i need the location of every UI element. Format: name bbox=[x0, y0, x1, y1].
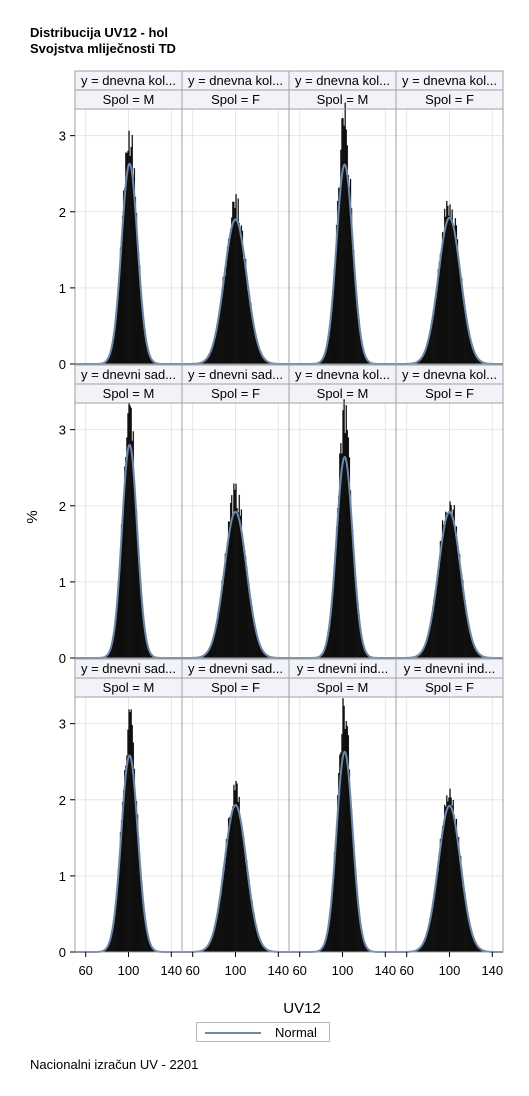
histogram-bars bbox=[411, 501, 489, 659]
x-axis-label: UV12 bbox=[283, 1000, 321, 1017]
histogram-bars bbox=[411, 788, 488, 953]
panel-y-label: y = dnevna kol... bbox=[402, 73, 497, 88]
x-tick-label: 140 bbox=[481, 963, 503, 978]
y-tick-label: 1 bbox=[59, 575, 66, 590]
legend: Normal bbox=[196, 1022, 330, 1042]
histogram-bars bbox=[315, 102, 373, 365]
y-tick-label: 0 bbox=[59, 651, 66, 666]
panel-y-label: y = dnevna kol... bbox=[295, 73, 390, 88]
x-tick-label: 100 bbox=[118, 963, 140, 978]
legend-normal-label: Normal bbox=[275, 1025, 317, 1040]
histogram-bars bbox=[102, 402, 157, 659]
panel-spol-label: Spol = M bbox=[103, 680, 155, 695]
panel-spol-label: Spol = F bbox=[425, 92, 474, 107]
panel-frame bbox=[395, 108, 504, 365]
y-axis-label: % bbox=[24, 510, 41, 523]
footnote: Nacionalni izračun UV - 2201 bbox=[30, 1057, 199, 1072]
panel-spol-label: Spol = F bbox=[425, 680, 474, 695]
panel-spol-label: Spol = F bbox=[211, 680, 260, 695]
y-tick-label: 0 bbox=[59, 357, 66, 372]
x-tick-label: 60 bbox=[78, 963, 92, 978]
x-tick-label: 60 bbox=[399, 963, 413, 978]
panel-frame bbox=[395, 402, 504, 659]
x-tick-label: 100 bbox=[439, 963, 461, 978]
panel-0-1 bbox=[182, 194, 289, 365]
y-tick-label: 1 bbox=[59, 869, 66, 884]
x-tick-label: 60 bbox=[292, 963, 306, 978]
x-tick-label: 100 bbox=[332, 963, 354, 978]
panel-2-1 bbox=[182, 780, 289, 953]
panel-y-label: y = dnevna kol... bbox=[295, 367, 390, 382]
panel-1-1 bbox=[182, 483, 289, 659]
panel-y-label: y = dnevni sad... bbox=[188, 661, 283, 676]
x-tick-label: 60 bbox=[185, 963, 199, 978]
histogram-bars bbox=[316, 399, 373, 659]
panel-y-label: y = dnevni ind... bbox=[297, 661, 388, 676]
panel-y-label: y = dnevni sad... bbox=[81, 661, 176, 676]
y-tick-label: 2 bbox=[59, 499, 66, 514]
x-tick-label: 140 bbox=[267, 963, 289, 978]
panel-y-label: y = dnevni sad... bbox=[188, 367, 283, 382]
panel-spol-label: Spol = F bbox=[211, 386, 260, 401]
histogram-bars bbox=[197, 780, 274, 953]
normal-curve bbox=[182, 218, 289, 365]
y-tick-label: 3 bbox=[59, 423, 66, 438]
panel-y-label: y = dnevna kol... bbox=[402, 367, 497, 382]
panel-spol-label: Spol = M bbox=[103, 386, 155, 401]
y-tick-label: 0 bbox=[59, 945, 66, 960]
x-tick-label: 100 bbox=[225, 963, 247, 978]
normal-curve bbox=[182, 804, 289, 953]
histogram-bars bbox=[100, 709, 159, 953]
normal-curve bbox=[396, 510, 503, 659]
panel-spol-label: Spol = F bbox=[425, 386, 474, 401]
y-tick-label: 3 bbox=[59, 129, 66, 144]
panel-2-3 bbox=[396, 788, 503, 953]
y-tick-label: 1 bbox=[59, 281, 66, 296]
chart-subtitle: Svojstva mliječnosti TD bbox=[30, 41, 176, 56]
panel-1-2 bbox=[289, 399, 396, 659]
panel-spol-label: Spol = M bbox=[317, 680, 369, 695]
x-tick-label: 140 bbox=[374, 963, 396, 978]
panel-spol-label: Spol = M bbox=[103, 92, 155, 107]
panel-0-0 bbox=[75, 130, 182, 365]
histogram-bars bbox=[197, 483, 274, 659]
y-tick-label: 2 bbox=[59, 205, 66, 220]
panel-y-label: y = dnevna kol... bbox=[188, 73, 283, 88]
panel-spol-label: Spol = M bbox=[317, 386, 369, 401]
panel-y-label: y = dnevni ind... bbox=[404, 661, 495, 676]
histogram-bars bbox=[316, 698, 373, 953]
legend-normal-swatch bbox=[205, 1032, 261, 1034]
x-tick-label: 140 bbox=[160, 963, 182, 978]
panel-spol-label: Spol = F bbox=[211, 92, 260, 107]
normal-curve bbox=[396, 216, 503, 365]
y-tick-label: 2 bbox=[59, 793, 66, 808]
panel-y-label: y = dnevna kol... bbox=[81, 73, 176, 88]
panel-1-0 bbox=[75, 402, 182, 659]
y-tick-label: 3 bbox=[59, 717, 66, 732]
histogram-bars bbox=[410, 200, 488, 365]
chart-title: Distribucija UV12 - hol bbox=[30, 25, 168, 40]
histogram-bars bbox=[101, 130, 158, 365]
normal-curve bbox=[396, 804, 503, 953]
panel-2-2 bbox=[289, 698, 396, 953]
panel-1-3 bbox=[396, 501, 503, 659]
panel-spol-label: Spol = M bbox=[317, 92, 369, 107]
panel-2-0 bbox=[75, 709, 182, 953]
panel-0-2 bbox=[289, 102, 396, 365]
panel-0-3 bbox=[396, 200, 503, 365]
normal-curve bbox=[182, 510, 289, 659]
panel-y-label: y = dnevni sad... bbox=[81, 367, 176, 382]
